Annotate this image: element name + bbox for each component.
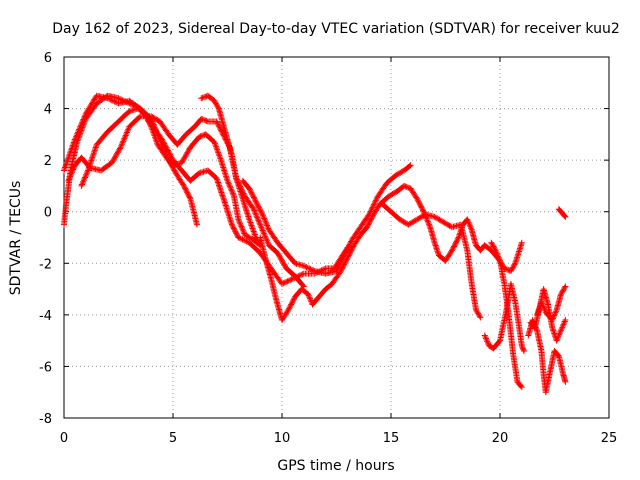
series-track-4: [78, 105, 264, 249]
x-tick-label: 10: [274, 431, 291, 446]
y-tick-label: 0: [44, 206, 52, 221]
y-tick-label: 4: [44, 103, 52, 118]
series-track-13: [534, 283, 569, 323]
y-tick-label: -4: [39, 309, 52, 324]
series-marker-path: [379, 201, 484, 321]
x-tick-label: 0: [60, 431, 68, 446]
chart-title: Day 162 of 2023, Sidereal Day-to-day VTE…: [52, 21, 620, 37]
y-tick-label: -6: [39, 360, 52, 375]
x-tick-label: 15: [383, 431, 400, 446]
series-marker-path: [78, 105, 264, 249]
x-tick-label: 20: [492, 431, 509, 446]
series-marker-path: [488, 239, 525, 391]
x-tick-label: 5: [169, 431, 177, 446]
axis-ticks: 0 5 10 15 20 25 -8 -6 -4 -2 0 2 4 6: [39, 51, 617, 446]
series-track-6: [239, 162, 414, 277]
y-tick-label: 2: [44, 154, 52, 169]
series-marker-path: [534, 283, 569, 323]
series-track-10: [488, 239, 525, 391]
series-track-8: [379, 201, 484, 321]
y-tick-label: -8: [39, 412, 52, 427]
plot-frame: [63, 56, 610, 419]
y-axis-label: SDTVAR / TECUs: [8, 181, 24, 296]
series-track-5: [198, 92, 264, 249]
data-marks: [61, 92, 569, 396]
series-marker-path: [198, 92, 264, 249]
series-track-14: [555, 206, 569, 220]
series-marker-path: [239, 162, 414, 277]
y-tick-label: 6: [44, 51, 52, 66]
x-tick-label: 25: [601, 431, 618, 446]
x-axis-label: GPS time / hours: [277, 458, 394, 474]
series-marker-path: [555, 206, 569, 220]
y-tick-label: -2: [39, 257, 52, 272]
